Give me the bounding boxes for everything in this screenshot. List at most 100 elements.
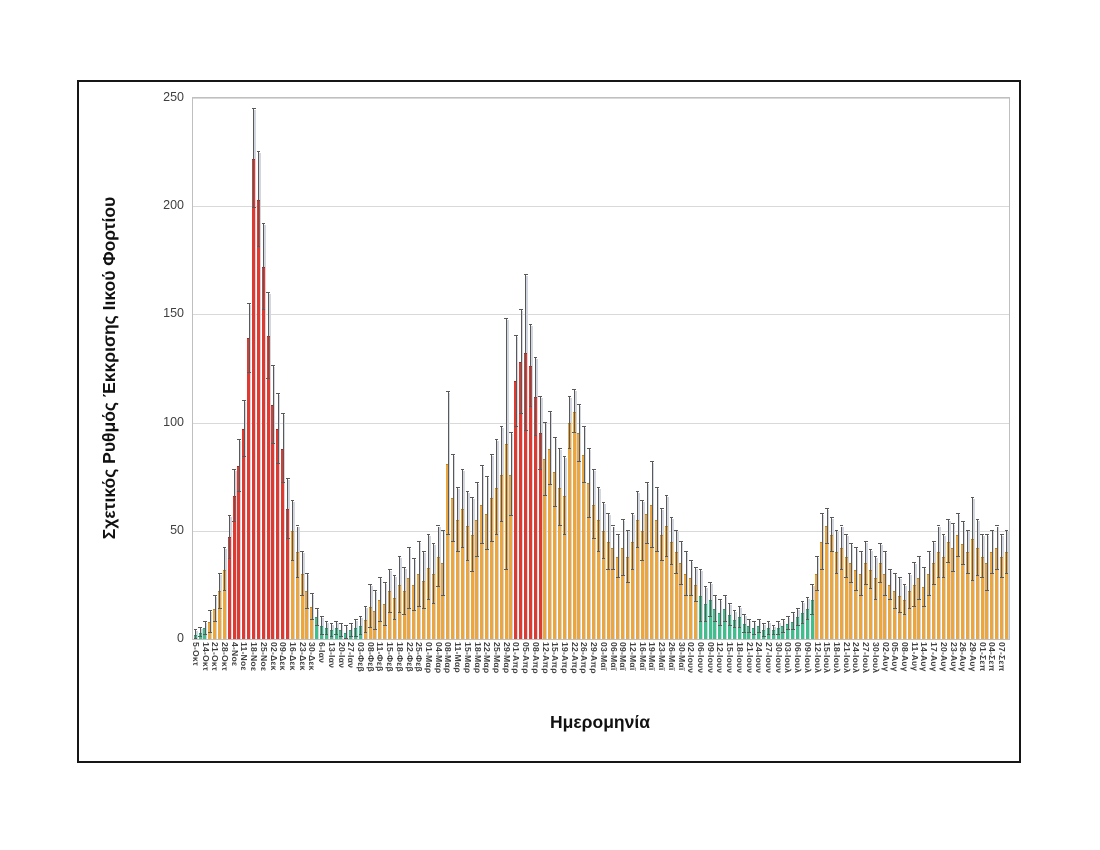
error-range-shadow: [453, 456, 456, 639]
error-bar-cap-top: [630, 512, 635, 514]
bar: [261, 266, 265, 639]
error-range-shadow: [623, 520, 626, 639]
error-range-shadow: [404, 568, 407, 639]
error-bar-cap-bottom: [198, 635, 203, 637]
x-tick-label: 30-Δεκ: [307, 642, 318, 671]
error-bar-cap-top: [586, 447, 591, 449]
error-bar-cap-bottom: [271, 443, 275, 445]
error-range-shadow: [910, 575, 912, 639]
error-bar-cap-top: [514, 335, 518, 337]
error-bar-cap-bottom: [480, 542, 484, 544]
error-bar-cap-bottom: [640, 560, 645, 562]
error-bar-cap-top: [752, 620, 756, 622]
error-bar-cap-top: [242, 399, 246, 401]
error-bar-cap-bottom: [509, 514, 513, 516]
error-bar-line: [418, 541, 420, 607]
error-bar-line: [506, 318, 508, 570]
error-bar-line: [370, 584, 372, 629]
error-bar-line: [467, 491, 469, 562]
error-bar-line: [559, 448, 561, 527]
x-tick-label: 5-Οκτ: [190, 642, 201, 666]
error-range-shadow: [220, 575, 222, 639]
error-bar-cap-top: [412, 557, 416, 559]
error-range-shadow: [730, 605, 732, 639]
error-bar-cap-bottom: [951, 570, 955, 572]
error-range-shadow: [672, 518, 674, 639]
error-bar-cap-bottom: [990, 573, 994, 575]
error-range-shadow: [944, 536, 946, 639]
error-range-shadow: [555, 438, 558, 639]
error-bar-cap-bottom: [334, 633, 339, 635]
x-tick-label: 6-Ιαν: [317, 642, 328, 664]
error-range-shadow: [604, 503, 606, 639]
error-bar-cap-top: [708, 581, 713, 583]
x-tick-label: 27-Ιουλ: [861, 642, 872, 674]
error-bar-cap-top: [280, 412, 285, 414]
error-bar-line: [729, 604, 731, 627]
error-bar-line: [200, 628, 202, 637]
error-bar-line: [632, 513, 634, 570]
error-bar-cap-bottom: [975, 575, 980, 577]
error-bar-cap-top: [344, 625, 348, 627]
error-bar-cap-top: [737, 605, 742, 607]
error-bar-cap-bottom: [820, 568, 824, 570]
x-tick-label: 08-Απρ: [530, 642, 541, 674]
error-bar-cap-bottom: [868, 588, 873, 590]
error-bar-cap-top: [844, 534, 849, 536]
error-range-shadow: [249, 304, 252, 639]
error-bar-cap-top: [960, 521, 965, 523]
y-tick-label: 200: [163, 198, 184, 213]
error-bar-cap-bottom: [970, 579, 975, 581]
error-bar-cap-bottom: [815, 590, 819, 592]
error-bar-line: [889, 569, 891, 601]
error-bar-line: [753, 621, 755, 635]
error-bar-line: [855, 548, 857, 592]
error-bar-cap-top: [538, 395, 543, 397]
error-bar-cap-bottom: [494, 534, 499, 536]
error-bar-line: [345, 626, 347, 639]
error-bar-line: [413, 558, 415, 611]
error-bar-cap-bottom: [883, 594, 887, 596]
error-bar-cap-top: [348, 622, 353, 624]
error-bar-line: [661, 509, 663, 562]
error-bar-line: [389, 569, 391, 614]
error-range-shadow: [273, 367, 276, 639]
error-bar-line: [792, 613, 794, 631]
x-tick-label: 18-Ιουλ: [832, 642, 842, 674]
error-bar-line: [816, 556, 818, 592]
error-bar-cap-top: [664, 495, 669, 497]
error-bar-line: [204, 621, 206, 635]
gridline: [193, 98, 1009, 99]
error-bar-cap-bottom: [514, 425, 518, 427]
error-bar-cap-bottom: [523, 430, 528, 432]
error-range-shadow: [438, 527, 441, 639]
error-range-shadow: [701, 570, 703, 639]
error-bar-cap-bottom: [363, 631, 368, 633]
error-bar-cap-top: [271, 365, 275, 367]
error-bar-cap-top: [892, 573, 897, 575]
error-range-shadow: [293, 501, 295, 639]
error-range-shadow: [1002, 536, 1004, 639]
error-range-shadow: [526, 276, 528, 639]
error-bar-cap-top: [917, 555, 921, 557]
error-bar-cap-top: [878, 542, 883, 544]
error-bar-cap-top: [698, 568, 703, 570]
error-bar-cap-top: [314, 607, 319, 609]
error-bar-line: [428, 535, 430, 601]
error-bar-cap-top: [747, 618, 751, 620]
error-range-shadow: [613, 527, 616, 639]
gridline: [193, 206, 1009, 208]
error-bar-cap-top: [222, 547, 227, 549]
y-tick-label: 100: [163, 414, 184, 429]
error-bar-cap-bottom: [339, 635, 343, 637]
error-bar-cap-top: [378, 577, 382, 579]
error-bar-line: [1001, 535, 1003, 579]
error-bar-line: [404, 567, 406, 616]
bar: [256, 199, 260, 639]
error-bar-cap-bottom: [878, 581, 883, 583]
error-bar-cap-bottom: [548, 484, 552, 486]
error-bar-cap-bottom: [732, 627, 737, 629]
x-tick-label: 11-Μαρ: [453, 642, 464, 673]
error-bar-cap-bottom: [684, 594, 688, 596]
x-tick-label: 15-Ιουλ: [822, 642, 833, 674]
